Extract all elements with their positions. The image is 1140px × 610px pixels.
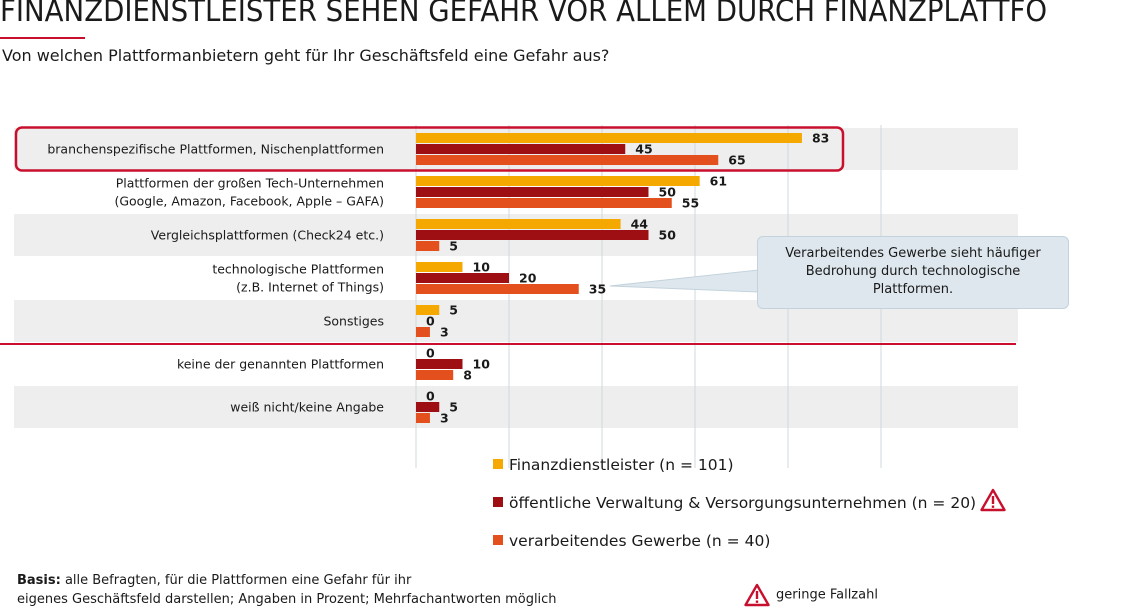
bar [416, 305, 440, 315]
legend-label: öffentliche Verwaltung & Versorgungsunte… [509, 494, 976, 512]
row-band [14, 386, 1018, 428]
bar [416, 241, 440, 251]
value-label: 61 [710, 174, 727, 189]
basis-label: Basis: [17, 573, 61, 588]
bar [416, 284, 579, 294]
bar [416, 144, 626, 154]
value-label: 55 [682, 196, 699, 211]
warning-icon [744, 583, 770, 607]
legend-label: verarbeitendes Gewerbe (n = 40) [509, 532, 770, 550]
value-label: 5 [449, 303, 458, 318]
value-label: 3 [440, 411, 449, 426]
small-sample-label: geringe Fallzahl [776, 587, 878, 603]
title-underline [0, 37, 85, 39]
value-label: 44 [631, 217, 649, 232]
category-label: weiß nicht/keine Angabe [230, 400, 384, 415]
basis-line-1: alle Befragten, für die Plattformen eine… [60, 573, 412, 588]
callout-box: Verarbeitendes Gewerbe sieht häufiger Be… [757, 236, 1069, 309]
bar [416, 230, 649, 240]
legend-swatch [493, 497, 503, 507]
value-label: 83 [812, 131, 829, 146]
value-label: 50 [659, 185, 677, 200]
callout-pointer [609, 269, 759, 293]
bar [416, 327, 430, 337]
value-label: 5 [449, 400, 458, 415]
value-label: 20 [519, 271, 537, 286]
bar [416, 413, 430, 423]
basis-line-2: eigenes Geschäftsfeld darstellen; Angabe… [17, 592, 557, 607]
page-subtitle: Von welchen Plattformanbietern geht für … [2, 46, 610, 65]
category-label: Sonstiges [323, 314, 384, 329]
small-sample-footnote: geringe Fallzahl [744, 583, 878, 607]
legend-swatch [493, 459, 503, 469]
basis-note: Basis: alle Befragten, für die Plattform… [17, 571, 557, 609]
value-label: 0 [426, 346, 435, 361]
value-label: 50 [659, 228, 677, 243]
bar [416, 359, 463, 369]
bar [416, 176, 700, 186]
bar [416, 402, 440, 412]
bar [416, 219, 621, 229]
category-label: Vergleichsplattformen (Check24 etc.) [151, 228, 384, 243]
page-title: FINANZDIENSTLEISTER SEHEN GEFAHR VOR ALL… [0, 0, 1049, 29]
bar-chart: branchenspezifische Plattformen, Nischen… [0, 125, 1018, 550]
value-label: 10 [473, 357, 491, 372]
bar [416, 198, 672, 208]
bar [416, 370, 454, 380]
value-label: 10 [473, 260, 491, 275]
bar [416, 155, 719, 165]
bar [416, 273, 509, 283]
value-label: 0 [426, 389, 435, 404]
highlight-box [14, 126, 845, 172]
category-label: keine der genannten Plattformen [177, 357, 384, 372]
value-label: 8 [463, 368, 472, 383]
warning-icon [980, 488, 1006, 512]
category-label: branchenspezifische Plattformen, Nischen… [47, 142, 384, 157]
value-label: 35 [589, 282, 606, 297]
value-label: 45 [635, 142, 652, 157]
bar [416, 262, 463, 272]
category-label: (Google, Amazon, Facebook, Apple – GAFA) [114, 194, 384, 209]
bar [416, 133, 802, 143]
legend-swatch [493, 535, 503, 545]
category-label: Plattformen der großen Tech-Unternehmen [116, 176, 384, 191]
category-label: technologische Plattformen [212, 262, 384, 277]
value-label: 0 [426, 314, 435, 329]
value-label: 65 [728, 153, 745, 168]
legend-label: Finanzdienstleister (n = 101) [509, 456, 734, 474]
category-label: (z.B. Internet of Things) [236, 280, 384, 295]
bar [416, 187, 649, 197]
value-label: 3 [440, 325, 449, 340]
value-label: 5 [449, 239, 458, 254]
